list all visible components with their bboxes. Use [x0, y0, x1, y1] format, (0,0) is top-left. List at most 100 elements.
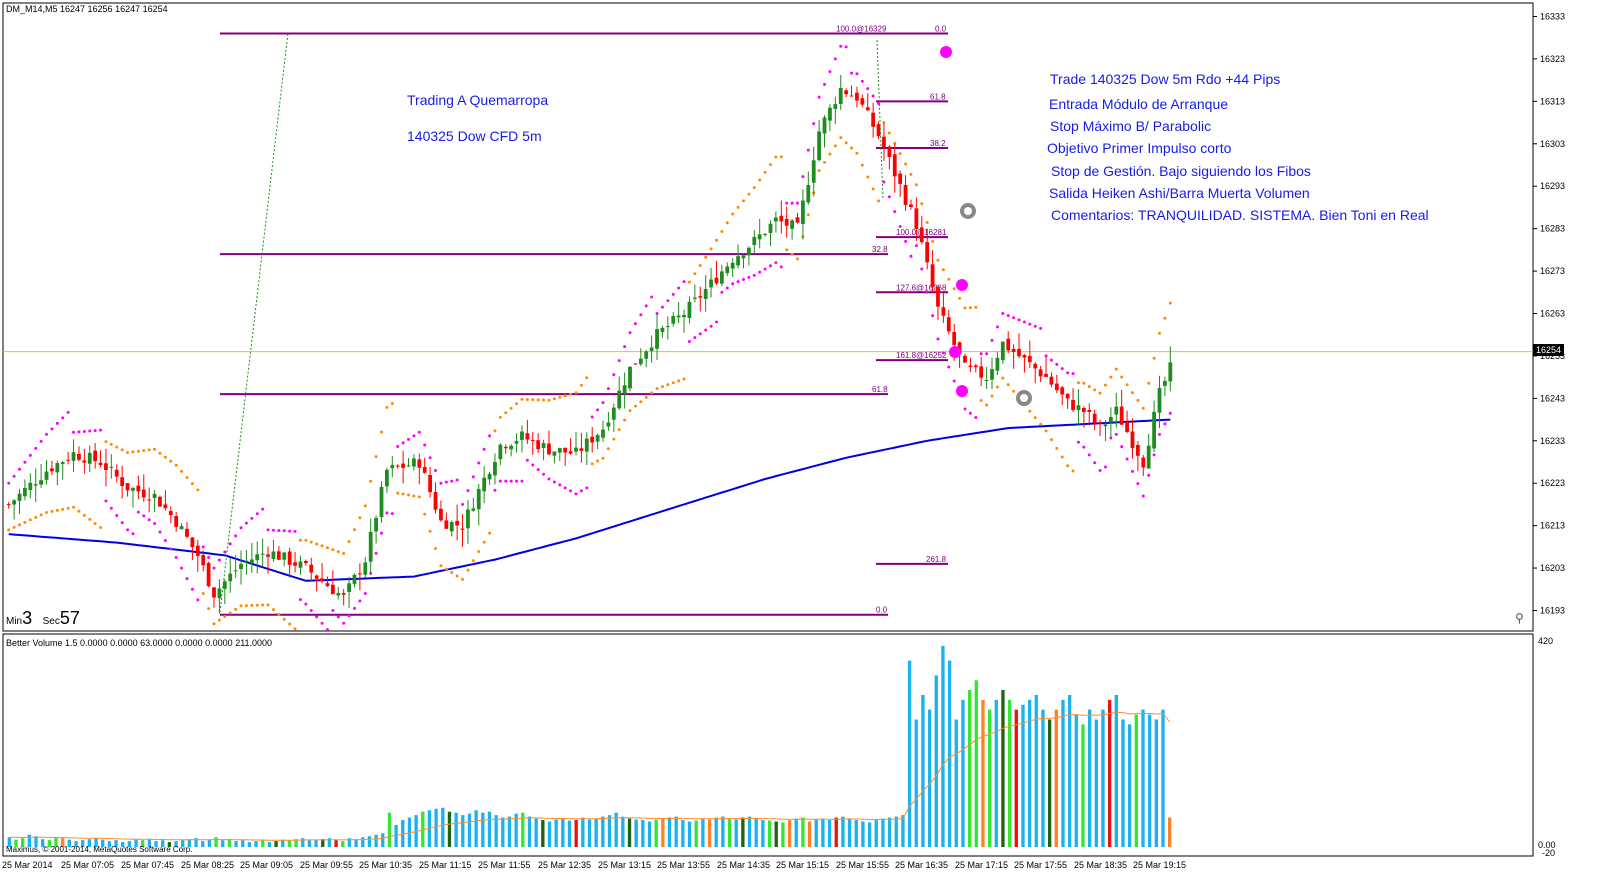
sar-dot-pink — [612, 373, 616, 377]
sar-dot-pink — [736, 280, 740, 284]
sar-dot-pink — [866, 87, 870, 91]
sar-dot-pink — [190, 587, 194, 591]
target-marker — [956, 385, 968, 397]
sar-dot-orange — [104, 440, 108, 444]
sar-dot-pink — [482, 447, 486, 451]
time-tick-label: 25 Mar 07:05 — [61, 860, 114, 870]
candle-body — [865, 107, 870, 111]
sar-dot-orange — [228, 611, 232, 615]
sar-dot-orange — [244, 604, 248, 608]
candle-body — [1033, 363, 1038, 369]
candle-body — [395, 465, 400, 467]
sar-dot-orange — [720, 229, 724, 233]
candle-body — [1027, 356, 1032, 363]
sar-dot-orange — [968, 306, 972, 310]
candle-body — [390, 464, 395, 469]
sar-dot-pink — [990, 338, 994, 342]
candle-body — [158, 496, 162, 507]
sar-dot-pink — [725, 286, 729, 290]
sar-dot-pink — [180, 566, 184, 570]
candle-body — [201, 555, 206, 566]
scroll-icon[interactable]: ⚲ — [1515, 611, 1524, 625]
sar-dot-orange — [450, 571, 454, 575]
sar-dot-orange — [1103, 383, 1107, 387]
candle-body — [779, 215, 784, 222]
price-tick-label: 16213 — [1540, 521, 1565, 531]
candle-body — [638, 358, 643, 365]
candle-body — [1098, 422, 1102, 424]
sar-dot-orange — [779, 155, 783, 159]
candle-body — [293, 562, 297, 566]
candle-body — [547, 443, 551, 455]
candle-body — [984, 379, 989, 381]
sar-dot-orange — [66, 506, 70, 510]
candle-body — [682, 314, 686, 318]
sar-dot-orange — [774, 155, 778, 159]
sar-dot-orange — [369, 479, 373, 483]
sar-dot-pink — [477, 461, 481, 465]
fib-level-100-upper-label: 100.0@16329 — [836, 24, 887, 33]
time-tick-label: 25 Mar 12:35 — [538, 860, 591, 870]
candle-body — [66, 459, 71, 461]
candle-body — [741, 255, 746, 259]
candle-body — [466, 509, 470, 529]
sar-dot-orange — [693, 272, 697, 276]
sar-dot-pink — [941, 351, 945, 355]
sar-dot-pink — [952, 379, 956, 383]
sar-dot-orange — [785, 248, 789, 252]
candle-body — [55, 463, 60, 473]
sar-dot-orange — [493, 429, 497, 433]
sar-dot-pink — [601, 401, 605, 405]
sar-dot-pink — [309, 609, 313, 612]
price-tick-label: 16303 — [1540, 139, 1565, 149]
sar-dot-orange — [990, 394, 994, 398]
sar-dot-orange — [1168, 301, 1172, 305]
sar-dot-pink — [142, 514, 146, 518]
sar-dot-pink — [325, 628, 329, 632]
candle-body — [979, 366, 984, 378]
candle-body — [552, 451, 557, 456]
sar-dot-pink — [579, 489, 583, 493]
sar-dot-orange — [1049, 438, 1053, 442]
time-tick-label: 25 Mar 13:55 — [657, 860, 710, 870]
sar-dot-orange — [309, 540, 313, 544]
sar-dot-orange — [606, 447, 610, 451]
sar-dot-pink — [882, 180, 886, 184]
sar-dot-orange — [1130, 391, 1134, 395]
sar-dot-pink — [120, 521, 124, 525]
candle-body — [6, 504, 11, 506]
sar-dot-orange — [768, 163, 772, 167]
sar-dot-orange — [126, 451, 130, 455]
volume-panel[interactable] — [2, 633, 1534, 857]
sar-dot-orange — [34, 515, 38, 519]
candle-body — [909, 204, 913, 208]
trend-line-2[interactable] — [876, 39, 884, 201]
trend-line[interactable] — [219, 32, 289, 613]
fib-level-0-label: 0.0 — [876, 606, 888, 615]
sar-dot-pink — [693, 336, 697, 340]
sar-dot-pink — [77, 430, 81, 434]
sar-dot-pink — [823, 82, 827, 86]
candle-body — [1146, 445, 1151, 469]
candle-body — [271, 551, 276, 560]
sar-dot-orange — [1033, 416, 1037, 420]
sar-dot-orange — [995, 385, 999, 389]
sar-dot-orange — [817, 169, 821, 173]
sar-dot-orange — [660, 385, 664, 389]
candle-body — [503, 446, 508, 449]
sar-dot-orange — [893, 141, 897, 145]
candle-body — [584, 438, 589, 452]
sar-dot-orange — [77, 509, 81, 513]
sar-dot-orange — [201, 592, 205, 596]
fib-level-0-upper-label: 0.0 — [935, 24, 947, 33]
sar-dot-orange — [974, 305, 978, 309]
sar-dot-pink — [1082, 445, 1086, 449]
candle-body — [422, 466, 427, 473]
candle-body — [401, 463, 405, 468]
sar-dot-orange — [963, 306, 967, 310]
price-panel[interactable] — [2, 2, 1534, 632]
candle-body — [136, 485, 141, 492]
candle-body — [665, 326, 670, 328]
sar-dot-pink — [12, 474, 16, 478]
